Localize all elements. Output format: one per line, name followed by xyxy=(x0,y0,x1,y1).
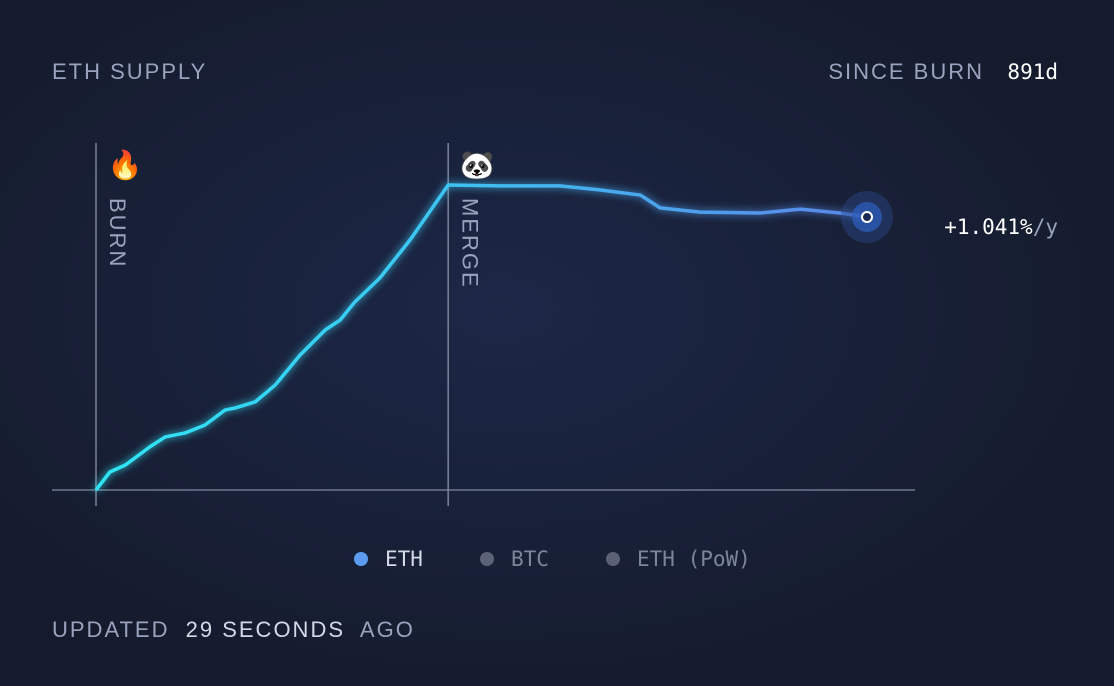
footer-time: 29 SECONDS xyxy=(186,617,345,642)
end-label: +1.041%/y xyxy=(944,215,1058,239)
end-label-value: +1.041% xyxy=(944,215,1033,239)
legend-label: BTC xyxy=(511,547,549,571)
legend: ETH BTC ETH (PoW) xyxy=(354,547,751,571)
plot: 🔥 BURN 🐼 MERGE +1.041%/y xyxy=(94,143,1058,506)
event-label: MERGE xyxy=(457,198,482,289)
end-point xyxy=(861,211,873,224)
end-label-unit: /y xyxy=(1033,215,1058,239)
legend-dot xyxy=(354,552,368,566)
legend-dot xyxy=(480,552,494,566)
supply-line xyxy=(94,183,868,492)
event-icon: 🔥 xyxy=(108,148,143,181)
event-label: BURN xyxy=(105,198,130,268)
footer-prefix: UPDATED xyxy=(52,617,170,642)
event-icon: 🐼 xyxy=(460,148,495,181)
since-label: SINCE BURN xyxy=(828,59,984,84)
footer-suffix: AGO xyxy=(360,617,415,642)
since-value: 891d xyxy=(1007,60,1058,84)
legend-label: ETH xyxy=(385,547,423,571)
footer: UPDATED 29 SECONDS AGO xyxy=(52,617,415,642)
legend-label: ETH (PoW) xyxy=(637,547,751,571)
title: ETH SUPPLY xyxy=(52,59,207,84)
legend-dot xyxy=(606,552,620,566)
